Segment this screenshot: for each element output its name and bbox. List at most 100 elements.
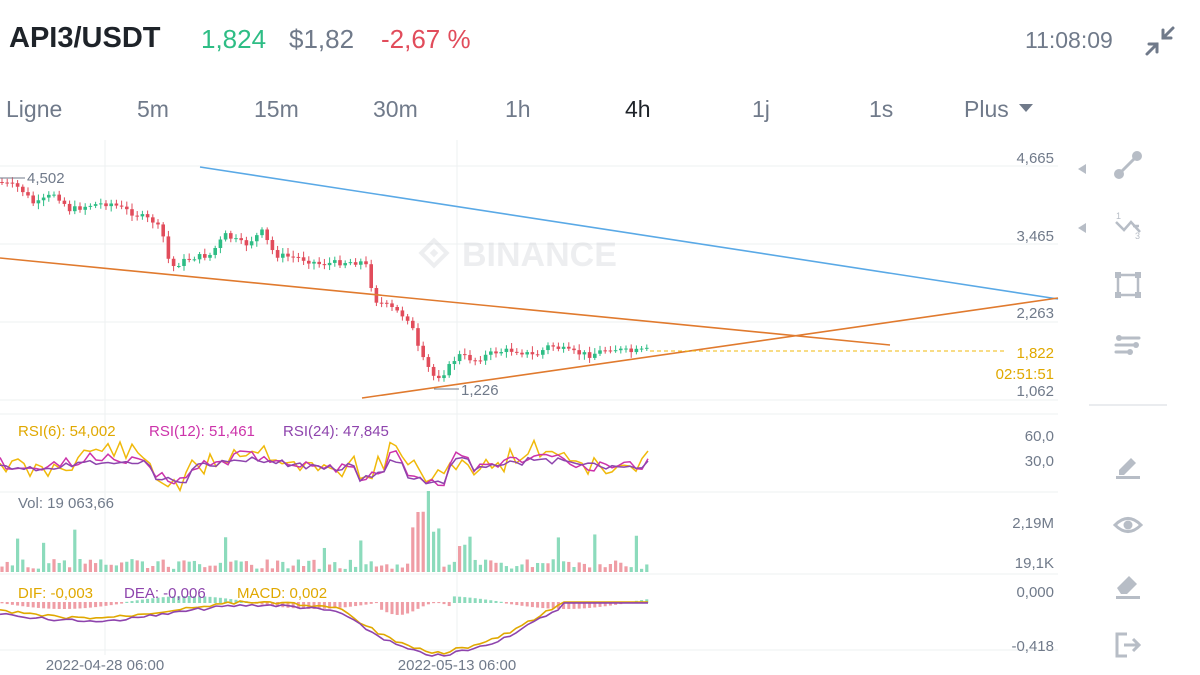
volume-bar [109,564,113,572]
volume-bar [447,564,451,572]
candle-body [593,353,597,358]
candle-body [442,375,446,379]
usd-price: $1,82 [289,24,355,54]
volume-bar [322,547,326,572]
eye-icon[interactable] [1112,510,1144,540]
macd-bar [286,602,290,608]
volume-bar [0,566,4,572]
candle-body [359,261,363,265]
macd-line [0,602,648,657]
macd-bar [291,602,295,609]
caret-down-icon [1018,103,1033,112]
macd-bar [73,602,77,609]
volume-bar [608,563,612,572]
rsi6-label: RSI(6): 54,002 [18,423,116,440]
tab-4h[interactable]: 4h [625,96,651,122]
svg-text:3: 3 [1135,231,1140,240]
volume-bar [26,567,30,572]
macd-bar [359,602,363,606]
price-chart[interactable]: BINANCE 4,502 1,226 4,665 3,465 2,263 1,… [0,140,1075,675]
volume-bar [10,565,14,572]
indicator-settings-icon[interactable] [1113,330,1143,360]
macd-bar [177,596,181,603]
volume-bar [442,566,446,572]
dif-label: DIF: -0,003 [18,585,93,602]
tab-30m[interactable]: 30m [373,96,418,122]
rsi-line [0,450,649,487]
volume-bar [250,564,254,572]
candle-body [26,192,30,196]
header: API3/USDT 1,824 $1,82 -2,67 % 11:08:09 [0,0,1200,82]
candle-body [483,354,488,361]
volume-bar [333,562,337,572]
tab-15m[interactable]: 15m [254,96,299,122]
candle-body [203,254,207,258]
candle-body [218,239,223,248]
volume-bar [385,564,389,572]
macd-bar [114,602,118,605]
candle-body [197,254,202,260]
volume-bar [281,561,285,572]
candle-body [140,214,145,217]
x-tick-2: 2022-05-13 06:00 [398,657,516,674]
volume-bar [146,568,150,572]
macd-bar [478,598,482,603]
x-tick-1: 2022-04-28 06:00 [46,657,164,674]
collapse-icon[interactable] [1143,24,1177,58]
candle-body [145,214,150,218]
rectangle-tool-icon[interactable] [1113,270,1143,300]
volume-bar [463,544,467,572]
macd-bar [406,602,410,614]
candle-body [645,347,649,349]
volume-bar [489,560,493,572]
expand-arrow-icon[interactable] [1078,164,1086,174]
line-tool-icon[interactable] [1113,150,1143,180]
candle-body [463,354,467,356]
tab-1j[interactable]: 1j [752,96,770,122]
candle-body [312,261,316,264]
candle-body [213,247,217,255]
symbol-title[interactable]: API3/USDT [9,22,161,54]
volume-bar [572,567,576,572]
volume-bar [224,537,228,572]
volume-bar [536,562,540,572]
candle-body [327,262,332,266]
more-label: Plus [964,96,1009,122]
candle-body [551,345,555,347]
macd-bar [374,602,378,604]
volume-bar [151,566,155,572]
macd-bar [151,598,155,603]
candle-body [223,233,228,240]
candle-body [353,262,358,265]
candle-body [249,241,254,246]
volume-bar [473,559,477,572]
trendline-blue[interactable] [199,166,1059,300]
candle-body [525,352,529,355]
candle-body [457,354,462,362]
candle-body [447,364,451,376]
candle-body [99,203,103,205]
tab-ligne[interactable]: Ligne [6,96,63,122]
macd-bar [354,602,358,607]
tab-5m[interactable]: 5m [137,96,169,122]
trendline-orange-upper[interactable] [0,257,891,346]
tab-1h[interactable]: 1h [505,96,531,122]
more-intervals-button[interactable]: Plus [964,96,1033,123]
trendline-orange-lower[interactable] [361,297,1059,399]
exit-icon[interactable] [1113,630,1143,660]
macd-bar [213,597,217,603]
expand-arrow-icon[interactable] [1078,223,1086,233]
candle-body [156,222,160,225]
volume-bar [31,568,35,572]
candle-body [530,352,535,355]
candle-body [504,348,509,353]
candle-body [624,348,628,350]
volume-bar [21,559,25,572]
eraser-icon[interactable] [1113,570,1143,600]
rsi-panel [0,438,649,493]
tab-1s[interactable]: 1s [869,96,894,122]
pencil-icon[interactable] [1113,450,1143,480]
candle-body [416,328,420,346]
